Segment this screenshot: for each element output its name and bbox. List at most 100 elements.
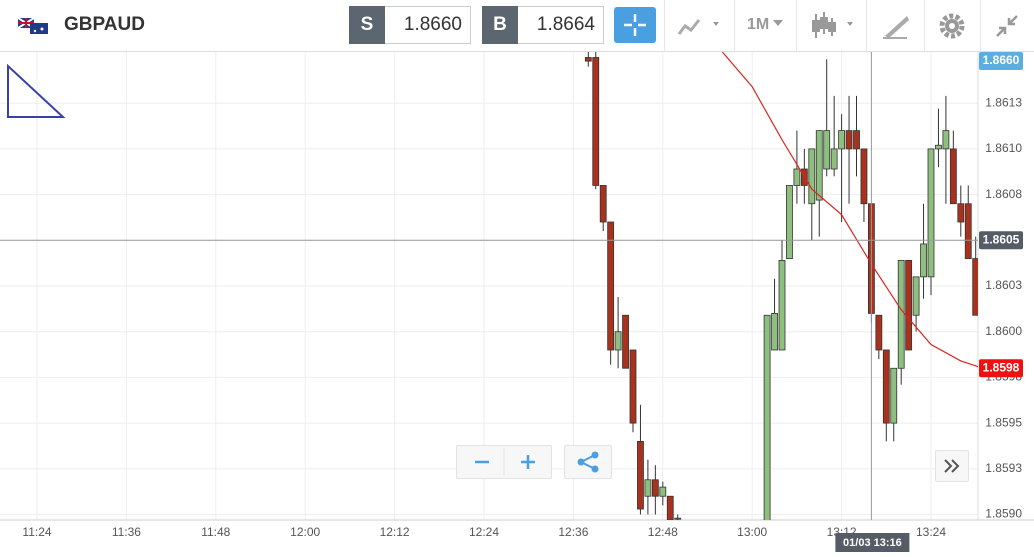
sell-label: S [349, 6, 385, 44]
chart-type-icon [677, 19, 719, 35]
candle-body [860, 148, 868, 205]
y-tick-label: 1.8590 [985, 507, 1022, 521]
candle-body [875, 314, 883, 351]
settings-button[interactable] [924, 0, 981, 52]
candle-body [942, 130, 950, 150]
candle-type-button[interactable] [796, 0, 867, 52]
x-tick-label: 12:24 [469, 525, 499, 539]
y-tick-label: 1.8613 [985, 95, 1022, 109]
candle-body [651, 479, 659, 497]
candle-body [949, 148, 957, 205]
settings-icon [939, 13, 965, 39]
candle-body [622, 314, 629, 369]
buy-label: B [482, 6, 518, 44]
candle-body [793, 168, 801, 186]
candle-body [897, 260, 905, 369]
candle-body [815, 130, 823, 201]
chart-type-button[interactable] [664, 0, 735, 52]
candle-body [763, 314, 771, 520]
y-tick-label: 1.8593 [985, 461, 1022, 475]
candle-body [957, 203, 965, 223]
candle-body [592, 57, 600, 186]
buy-price: 1.8664 [536, 14, 595, 35]
x-tick-label: 12:12 [380, 525, 410, 539]
zoom-icons [475, 448, 535, 476]
moving-average-line [721, 52, 978, 368]
crosshair-time-label: 01/03 13:16 [843, 537, 902, 549]
flag-icon [18, 18, 48, 34]
candle-body [927, 148, 935, 278]
collapse-icon [996, 15, 1018, 37]
candle-body [912, 276, 920, 316]
x-tick-label: 13:24 [916, 525, 946, 539]
price-tag-label: 1.8660 [983, 53, 1020, 67]
y-tick-label: 1.8610 [985, 141, 1022, 155]
sell-price: 1.8660 [403, 14, 462, 35]
price-tag-label: 1.8605 [983, 232, 1020, 246]
candle-body [882, 349, 890, 424]
y-tick-label: 1.8600 [985, 324, 1022, 338]
scroll-right-button[interactable] [935, 450, 969, 482]
x-tick-label: 11:48 [201, 525, 230, 539]
candle-body [935, 144, 942, 150]
timeframe: 1M [747, 16, 770, 33]
candle-body [674, 517, 682, 520]
plot [584, 52, 978, 520]
crosshair-button[interactable] [614, 7, 656, 43]
x-tick-label: 12:00 [290, 525, 320, 539]
buy-button[interactable]: B 1.8664 [482, 6, 604, 44]
candle-body [644, 479, 652, 497]
candle-body [920, 243, 927, 278]
x-tick-label: 13:00 [737, 525, 767, 539]
candle-icon [812, 12, 853, 38]
candle-body [629, 349, 637, 424]
candle-body [778, 260, 786, 351]
candle-body [599, 185, 607, 223]
dropdown-icon [773, 20, 783, 26]
candle-body [607, 221, 615, 351]
price-tag [979, 359, 1023, 378]
candle-body [584, 57, 592, 62]
x-tick-label: 11:24 [22, 525, 51, 539]
price-tag [979, 231, 1023, 250]
candle-body [823, 130, 831, 170]
draw-button[interactable] [866, 0, 925, 52]
share-icon [577, 451, 599, 473]
candle-body [845, 130, 853, 150]
candle-body [830, 148, 838, 170]
candle-body [637, 440, 644, 510]
candle-body [659, 486, 667, 497]
collapse-button[interactable] [980, 0, 1034, 52]
x-tick-label: 12:36 [558, 525, 588, 539]
symbol: GBPAUD [64, 14, 145, 35]
x-tick-label: 12:48 [648, 525, 678, 539]
price-tag [979, 52, 1023, 70]
crosshair-time-tag [835, 533, 910, 552]
candle-body [666, 495, 674, 520]
share-button[interactable] [564, 445, 612, 479]
candle-body [972, 258, 978, 316]
price-tag-label: 1.8598 [983, 360, 1020, 374]
candle-body [890, 367, 898, 424]
candle-body [771, 313, 778, 351]
toolbar: GBPAUD S 1.8660 B 1.8664 1M [0, 0, 1034, 52]
candle-body [964, 203, 972, 259]
draw-icon [883, 16, 909, 39]
y-tick-label: 1.8603 [985, 278, 1022, 292]
candle-body [853, 130, 860, 150]
sell-button[interactable]: S 1.8660 [349, 6, 471, 44]
candle-body [808, 148, 816, 205]
y-tick-label: 1.8608 [985, 187, 1022, 201]
timeframe-button[interactable]: 1M [734, 0, 797, 52]
scroll-icon [944, 459, 960, 473]
zoom-controls [456, 445, 552, 479]
y-tick-label: 1.8595 [985, 415, 1022, 429]
candle-body [838, 130, 845, 150]
candle-body [786, 185, 793, 259]
x-tick-label: 11:36 [112, 525, 141, 539]
drawn-triangle [7, 63, 66, 118]
candle-body [905, 260, 913, 351]
candle-body [614, 331, 622, 351]
